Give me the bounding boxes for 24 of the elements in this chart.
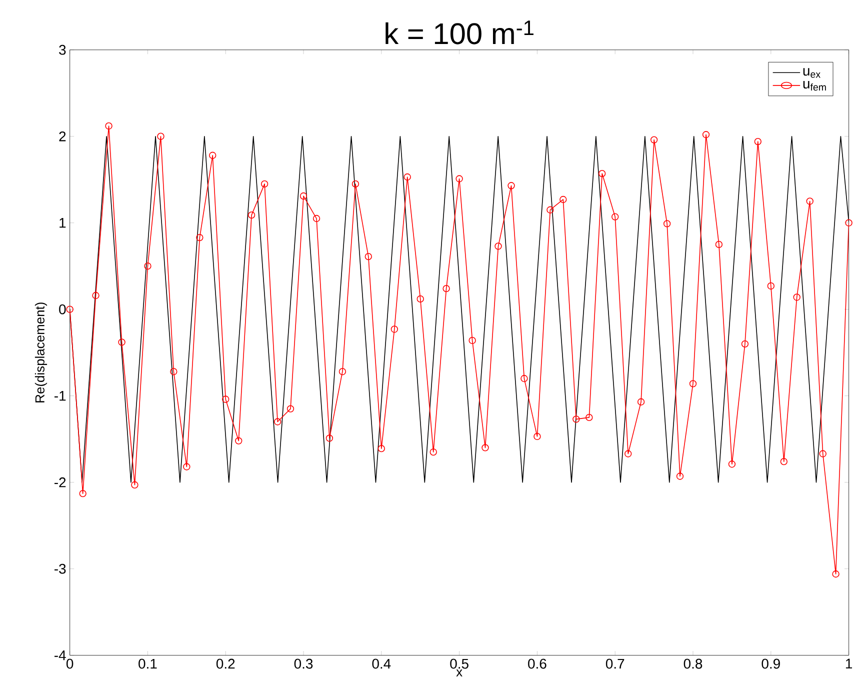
x-tick-label: 0.4 <box>372 658 391 669</box>
chart-title: k = 100 m$^{-1}$ <box>386 20 534 44</box>
legend-label: u$_{ex}$ <box>803 68 820 78</box>
y-tick-label: 3 <box>59 44 66 55</box>
x-tick-label: 1 <box>846 658 852 668</box>
y-tick-label: -3 <box>54 564 66 574</box>
y-tick-label: 1 <box>60 218 66 228</box>
x-tick-label: 0.6 <box>528 658 546 669</box>
y-tick-label: 0 <box>59 304 66 314</box>
y-tick-label: -1 <box>54 390 66 401</box>
x-tick-label: 0.5 <box>450 658 468 669</box>
x-tick-label: 0.2 <box>216 658 235 669</box>
y-tick-label: -4 <box>54 650 66 660</box>
y-tick-label: 2 <box>59 131 66 142</box>
x-tick-label: 0.9 <box>762 658 780 669</box>
x-tick-label: 0.3 <box>294 658 313 669</box>
y-tick-label: -2 <box>54 477 66 488</box>
x-axis-title: x <box>456 669 462 676</box>
y-axis-title: Re(displacement) <box>34 302 48 402</box>
x-tick-label: 0 <box>66 658 74 669</box>
x-tick-label: 0.7 <box>606 658 624 669</box>
x-tick-label: 0.1 <box>138 658 157 669</box>
legend-label: u$_{fem}$ <box>803 80 826 91</box>
x-tick-label: 0.8 <box>684 658 702 669</box>
